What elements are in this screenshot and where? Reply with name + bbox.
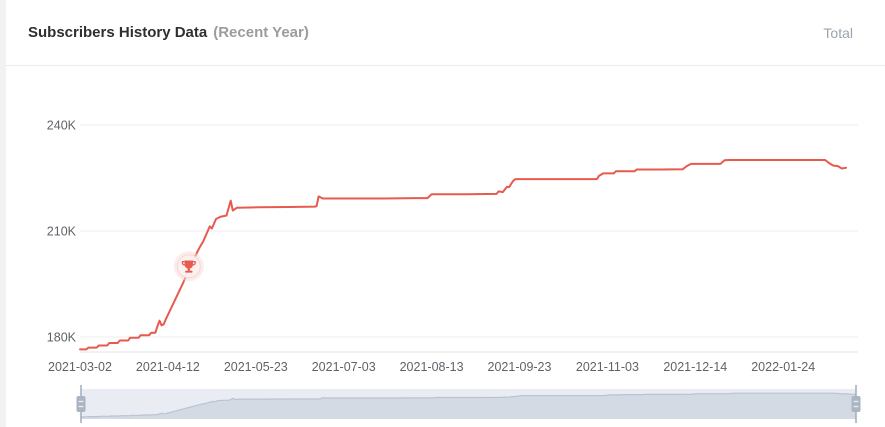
datazoom-right-handle[interactable]	[851, 385, 861, 423]
x-tick-label: 2021-12-14	[663, 360, 727, 374]
y-tick-label: 180K	[47, 331, 77, 345]
x-tick-label: 2021-05-23	[224, 360, 288, 374]
datazoom-left-handle[interactable]	[76, 385, 86, 423]
page-subtitle: (Recent Year)	[213, 23, 309, 41]
x-tick-label: 2021-04-12	[136, 360, 200, 374]
trophy-icon	[181, 260, 196, 273]
chart-area[interactable]: 180K 210K 240K 2021-03-02 2021-04-12 2021-05-…	[0, 66, 885, 427]
trophy-marker[interactable]	[173, 251, 204, 282]
card-title-group: Subscribers History Data (Recent Year)	[28, 24, 309, 42]
x-tick-label: 2022-01-24	[751, 360, 815, 374]
legend-item-total[interactable]: Total	[823, 24, 853, 41]
y-tick-label: 210K	[47, 225, 77, 239]
x-tick-label: 2021-08-13	[400, 360, 464, 374]
x-tick-label: 2021-11-03	[576, 360, 639, 374]
x-tick-label: 2021-09-23	[488, 360, 552, 374]
y-tick-label: 240K	[47, 119, 77, 133]
page-left-gutter	[0, 0, 6, 427]
page-title: Subscribers History Data	[28, 23, 208, 41]
datazoom-line	[81, 392, 857, 418]
x-tick-label: 2021-03-02	[48, 360, 112, 374]
series-line-total[interactable]	[79, 159, 847, 351]
subscribers-line-chart[interactable]: 180K 210K 240K 2021-03-02 2021-04-12 2021-05-…	[0, 66, 885, 427]
card-header: Subscribers History Data (Recent Year) To…	[6, 0, 885, 66]
subscribers-history-card: Subscribers History Data (Recent Year) To…	[6, 0, 885, 427]
x-tick-label: 2021-07-03	[312, 360, 376, 374]
